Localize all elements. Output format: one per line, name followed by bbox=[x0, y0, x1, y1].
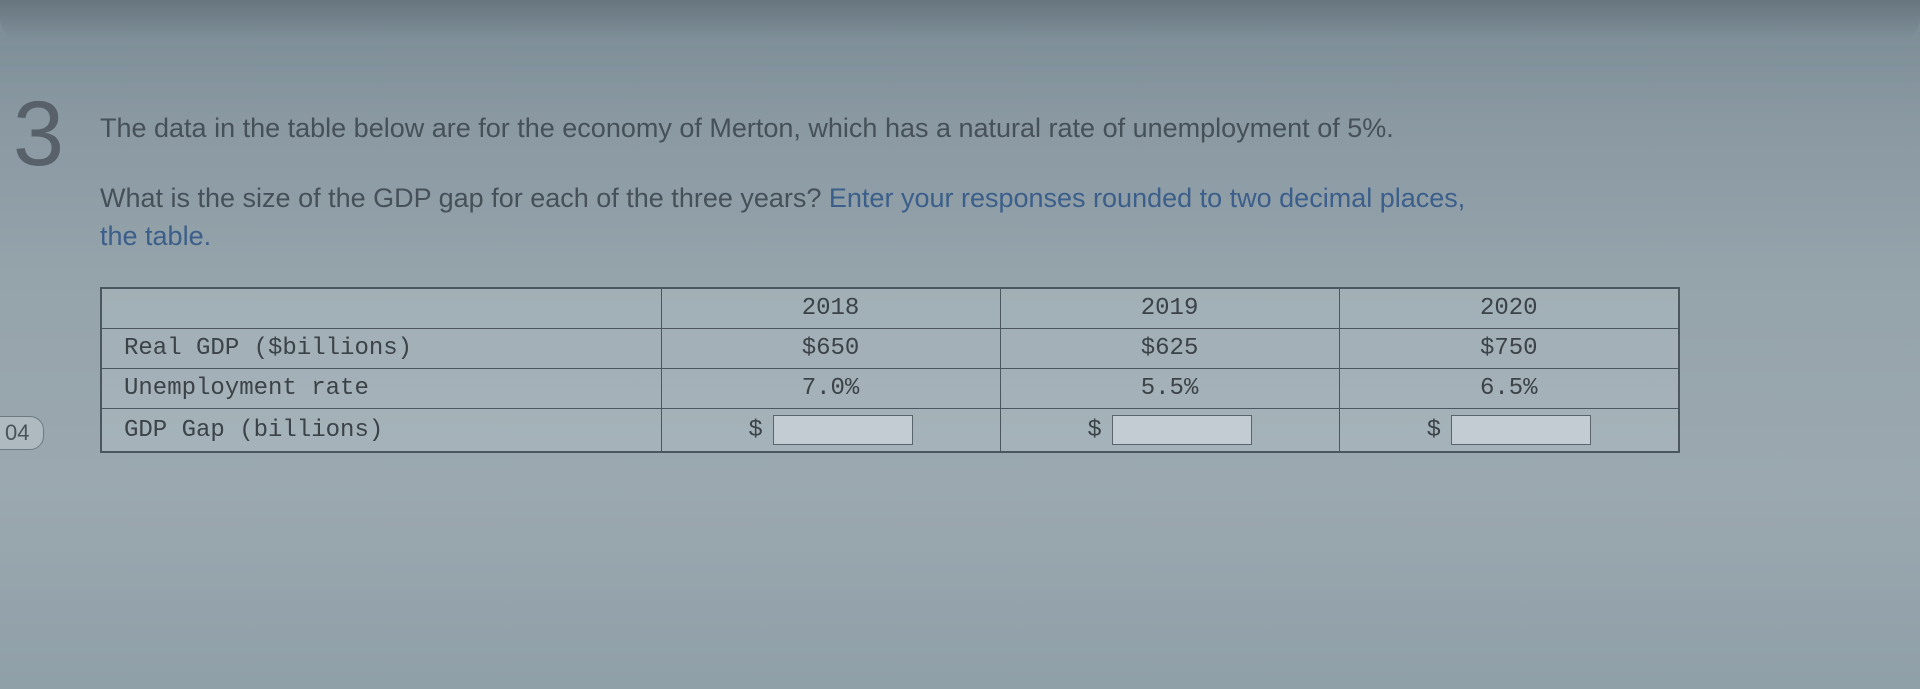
prompt-lead: What is the size of the GDP gap for each… bbox=[100, 183, 829, 213]
prompt-hint: Enter your responses rounded to two deci… bbox=[829, 183, 1465, 213]
intro-text: The data in the table below are for the … bbox=[100, 110, 1915, 148]
gap-cell-2020: $ bbox=[1339, 409, 1679, 453]
row-unemployment: Unemployment rate 7.0% 5.5% 6.5% bbox=[101, 369, 1679, 409]
prompt-tail: the table. bbox=[100, 221, 211, 251]
unemp-2019: 5.5% bbox=[1000, 369, 1339, 409]
row-gdp-gap: GDP Gap (billions) $ $ $ bbox=[101, 409, 1679, 453]
gap-input-2019[interactable] bbox=[1112, 415, 1252, 445]
realgdp-2020: $750 bbox=[1339, 329, 1679, 369]
question-number: 3 bbox=[0, 88, 60, 180]
header-blank bbox=[101, 288, 661, 329]
gap-prefix-2019: $ bbox=[1087, 417, 1101, 444]
realgdp-2019: $625 bbox=[1000, 329, 1339, 369]
unemp-2020: 6.5% bbox=[1339, 369, 1679, 409]
gap-cell-2019: $ bbox=[1000, 409, 1339, 453]
table-header-row: 2018 2019 2020 bbox=[101, 288, 1679, 329]
gap-prefix-2018: $ bbox=[748, 417, 762, 444]
gap-cell-2018: $ bbox=[661, 409, 1000, 453]
label-unemployment: Unemployment rate bbox=[101, 369, 661, 409]
header-year-3: 2020 bbox=[1339, 288, 1679, 329]
side-badge: 04 bbox=[0, 416, 44, 450]
row-real-gdp: Real GDP ($billions) $650 $625 $750 bbox=[101, 329, 1679, 369]
label-gdp-gap: GDP Gap (billions) bbox=[101, 409, 661, 453]
gap-input-2020[interactable] bbox=[1451, 415, 1591, 445]
gap-input-2018[interactable] bbox=[773, 415, 913, 445]
header-year-1: 2018 bbox=[661, 288, 1000, 329]
realgdp-2018: $650 bbox=[661, 329, 1000, 369]
label-real-gdp: Real GDP ($billions) bbox=[101, 329, 661, 369]
question-content: The data in the table below are for the … bbox=[100, 110, 1915, 453]
prompt-text: What is the size of the GDP gap for each… bbox=[100, 180, 1915, 256]
header-year-2: 2019 bbox=[1000, 288, 1339, 329]
unemp-2018: 7.0% bbox=[661, 369, 1000, 409]
data-table: 2018 2019 2020 Real GDP ($billions) $650… bbox=[100, 287, 1680, 453]
gap-prefix-2020: $ bbox=[1427, 417, 1441, 444]
